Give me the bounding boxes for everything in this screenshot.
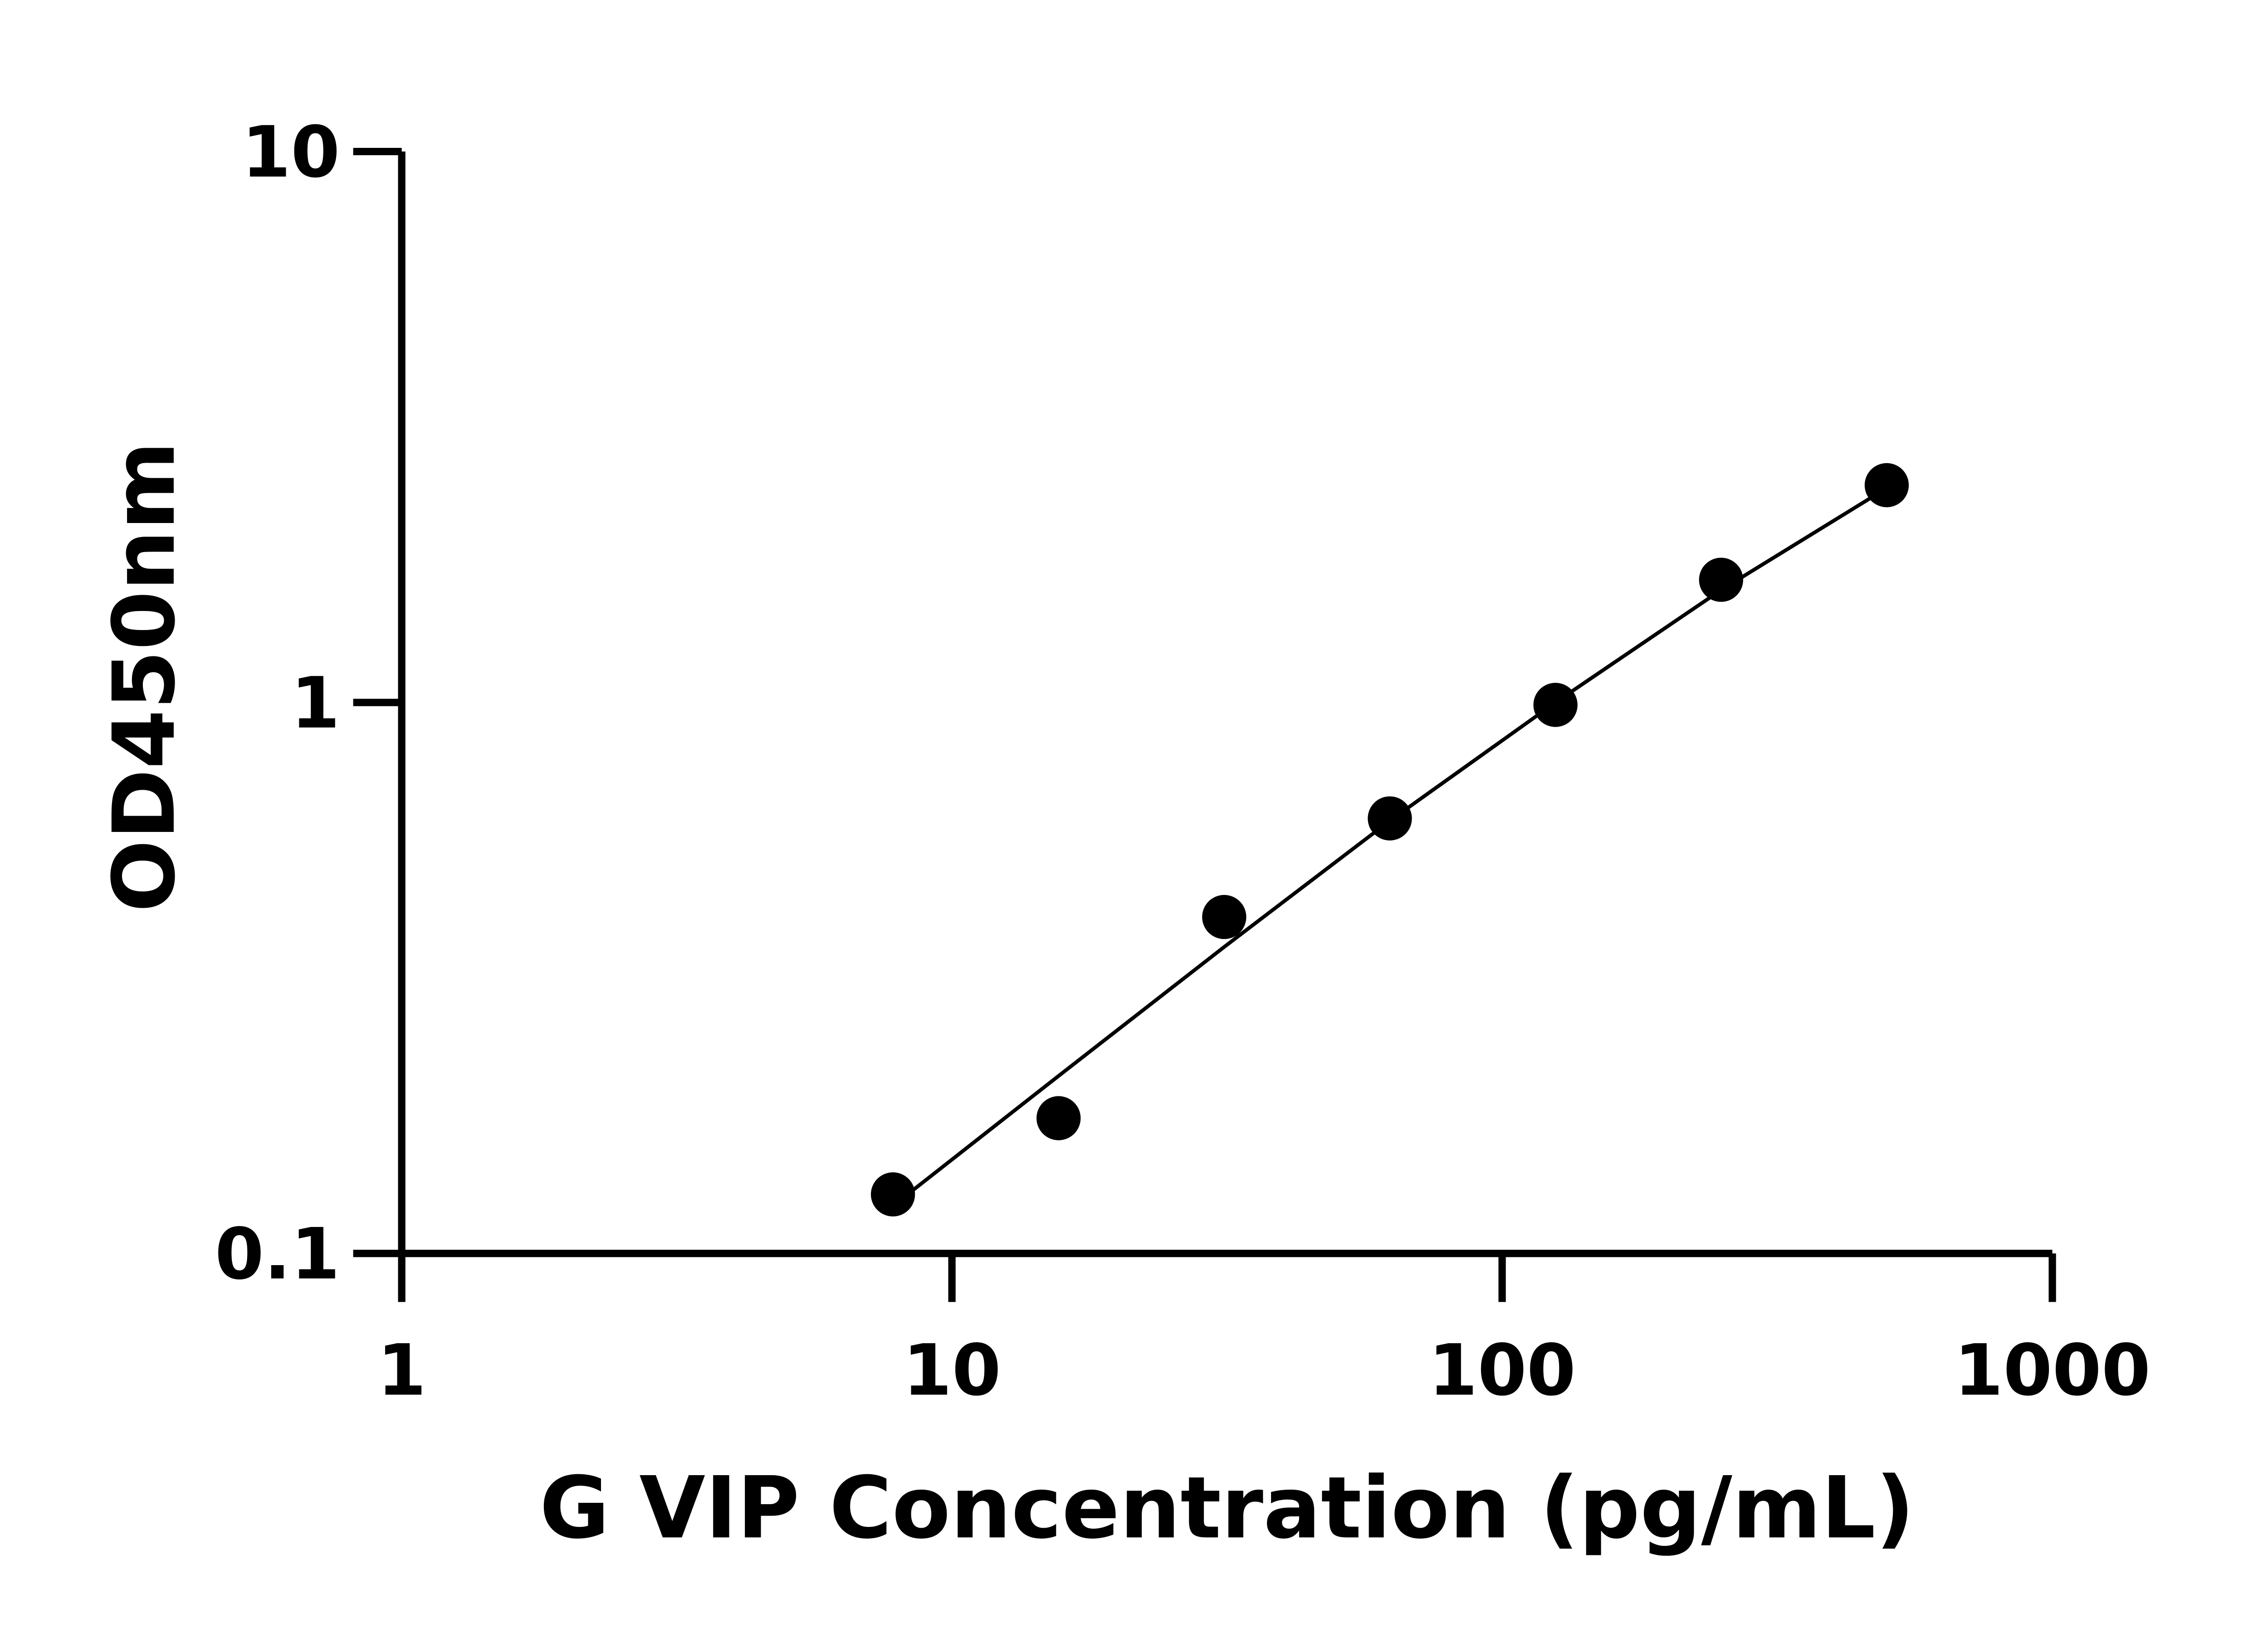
- y-tick-label: 0.1: [215, 1213, 340, 1295]
- data-point: [870, 1172, 915, 1217]
- axes: [353, 147, 2056, 1302]
- y-tick-label: 1: [291, 662, 340, 744]
- y-axis-label: OD450nm: [95, 441, 194, 913]
- data-point: [1864, 463, 1909, 508]
- data-point: [1202, 895, 1246, 939]
- x-tick-label: 10: [903, 1330, 1001, 1412]
- x-tick-label: 1: [377, 1330, 426, 1412]
- tick-labels: 1 10 100 1000 0.1 1 10: [215, 111, 2151, 1411]
- data-point: [1533, 683, 1578, 727]
- data-point: [1699, 557, 1743, 602]
- data-point: [1036, 1096, 1081, 1140]
- data-points: [870, 463, 1909, 1217]
- x-tick-label: 100: [1428, 1330, 1576, 1412]
- x-axis-label: G VIP Concentration (pg/mL): [539, 1458, 1914, 1558]
- x-tick-label: 1000: [1954, 1330, 2151, 1412]
- fit-line: [892, 486, 1888, 1208]
- y-tick-label: 10: [242, 111, 340, 193]
- data-point: [1368, 796, 1412, 841]
